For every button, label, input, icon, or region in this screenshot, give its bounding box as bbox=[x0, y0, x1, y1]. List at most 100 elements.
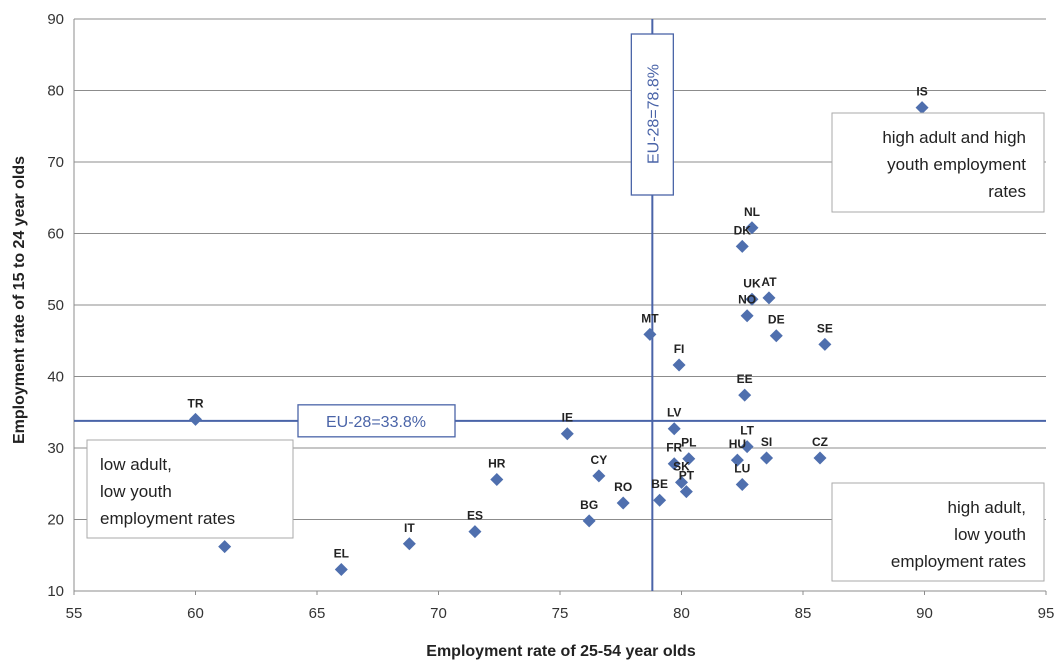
reference-lines: EU-28=78.8% EU-28=33.8% bbox=[74, 19, 1046, 591]
data-point-el bbox=[334, 563, 348, 577]
data-label-tr: TR bbox=[188, 396, 204, 410]
data-label-dk: DK bbox=[734, 223, 752, 237]
data-point-pt bbox=[679, 485, 693, 499]
data-point-fr bbox=[667, 457, 681, 471]
x-tick-label: 55 bbox=[66, 605, 83, 622]
eu28-horizontal-label: EU-28=33.8% bbox=[326, 414, 426, 431]
data-label-lu: LU bbox=[734, 461, 750, 475]
data-label-de: DE bbox=[768, 313, 785, 327]
data-label-hu: HU bbox=[729, 437, 746, 451]
annotation-text-bottom-right: employment rates bbox=[891, 552, 1026, 571]
data-label-pt: PT bbox=[679, 469, 695, 483]
data-point-be bbox=[653, 493, 667, 507]
annotation-text-bottom-right: low youth bbox=[954, 525, 1026, 544]
data-label-es: ES bbox=[467, 509, 483, 523]
data-label-ie: IE bbox=[562, 411, 573, 425]
data-point-fi bbox=[672, 358, 686, 372]
y-tick-label: 60 bbox=[47, 226, 64, 243]
data-point-it bbox=[402, 537, 416, 551]
data-label-is: IS bbox=[916, 85, 927, 99]
annotation-text-bottom-right: high adult, bbox=[948, 498, 1026, 517]
data-label-si: SI bbox=[761, 435, 772, 449]
data-label-uk: UK bbox=[743, 276, 761, 290]
data-point-ee bbox=[738, 388, 752, 402]
x-tick-label: 70 bbox=[430, 605, 447, 622]
data-point-dk bbox=[735, 239, 749, 253]
data-point-de bbox=[769, 329, 783, 343]
data-label-cz: CZ bbox=[812, 435, 828, 449]
data-point-sk bbox=[675, 475, 688, 489]
x-tick-label: 60 bbox=[187, 605, 204, 622]
data-point-is bbox=[915, 101, 929, 115]
eu28-vertical-label: EU-28=78.8% bbox=[645, 64, 662, 164]
data-point-cy bbox=[592, 469, 606, 483]
data-point-mt bbox=[643, 327, 657, 341]
y-tick-label: 10 bbox=[47, 583, 64, 600]
data-label-cy: CY bbox=[591, 453, 608, 467]
data-label-ro: RO bbox=[614, 480, 632, 494]
annotation-text-top-right: youth employment bbox=[887, 155, 1026, 174]
data-point-lv bbox=[667, 422, 681, 436]
y-axis-title: Employment rate of 15 to 24 year olds bbox=[11, 156, 28, 444]
x-axis-title: Employment rate of 25-54 year olds bbox=[426, 643, 696, 660]
data-point-bg bbox=[582, 514, 596, 528]
y-tick-label: 70 bbox=[47, 154, 64, 171]
data-label-hr: HR bbox=[488, 456, 506, 470]
y-tick-label: 80 bbox=[47, 83, 64, 100]
data-point-ro bbox=[616, 496, 630, 510]
y-tick-label: 20 bbox=[47, 512, 64, 529]
data-label-at: AT bbox=[761, 275, 777, 289]
data-label-fi: FI bbox=[674, 342, 685, 356]
data-label-be: BE bbox=[651, 477, 668, 491]
x-tick-label: 90 bbox=[916, 605, 933, 622]
data-label-lv: LV bbox=[667, 406, 681, 420]
data-point-cz bbox=[813, 451, 827, 465]
data-label-no: NO bbox=[738, 293, 756, 307]
y-axis-ticks: 10 20 30 40 50 60 70 80 90 bbox=[47, 11, 64, 600]
eu28-vertical-label-box bbox=[630, 33, 674, 196]
data-label-ee: EE bbox=[737, 372, 753, 386]
data-point-tr bbox=[189, 412, 202, 426]
data-point-pl bbox=[682, 452, 696, 466]
data-label-lt: LT bbox=[740, 424, 754, 438]
data-point-unlabeled bbox=[218, 540, 232, 554]
data-label-it: IT bbox=[404, 521, 415, 535]
annotation-text-bottom-left: low adult, bbox=[100, 455, 172, 474]
eu28-horizontal-label-box bbox=[297, 404, 456, 438]
data-label-se: SE bbox=[817, 321, 833, 335]
data-point-uk bbox=[745, 292, 759, 306]
y-tick-label: 50 bbox=[47, 297, 64, 314]
x-tick-label: 85 bbox=[795, 605, 812, 622]
data-point-hu bbox=[730, 453, 744, 467]
data-label-pl: PL bbox=[681, 436, 696, 450]
data-point-ie bbox=[560, 427, 574, 441]
data-point-hr bbox=[490, 472, 504, 486]
annotation-text-bottom-left: employment rates bbox=[100, 509, 235, 528]
data-point-se bbox=[818, 337, 832, 351]
x-tick-label: 65 bbox=[309, 605, 326, 622]
data-point-es bbox=[468, 525, 482, 539]
annotation-text-top-right: rates bbox=[988, 182, 1026, 201]
x-axis-ticks: 55 60 65 70 75 80 85 90 95 bbox=[66, 605, 1054, 622]
annotation-box-top-right bbox=[831, 112, 1045, 213]
data-point-si bbox=[760, 451, 774, 465]
data-label-fr: FR bbox=[666, 441, 682, 455]
annotation-text-top-right: high adult and high bbox=[882, 128, 1026, 147]
data-label-sk: SK bbox=[673, 459, 690, 473]
data-label-el: EL bbox=[334, 547, 349, 561]
y-tick-label: 90 bbox=[47, 11, 64, 28]
data-label-nl: NL bbox=[744, 205, 760, 219]
data-point-nl bbox=[745, 221, 759, 235]
x-tick-label: 95 bbox=[1038, 605, 1054, 622]
annotation-box-bottom-right bbox=[831, 482, 1045, 582]
data-label-bg: BG bbox=[580, 498, 598, 512]
y-tick-label: 30 bbox=[47, 440, 64, 457]
data-label-mt: MT bbox=[641, 311, 659, 325]
x-tick-label: 75 bbox=[552, 605, 569, 622]
annotation-box-bottom-left bbox=[86, 439, 294, 539]
data-point-lt bbox=[740, 440, 754, 454]
y-tick-label: 40 bbox=[47, 369, 64, 386]
quadrant-annotations: high adult and high youth employment rates… bbox=[86, 112, 1045, 582]
